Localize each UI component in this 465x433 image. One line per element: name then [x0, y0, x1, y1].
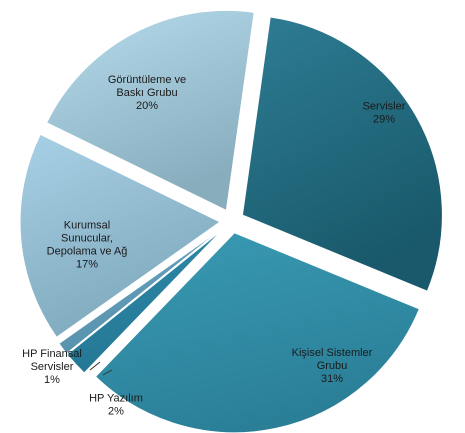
- slice-percent: 1%: [44, 374, 60, 386]
- slice-category-text: Servisler: [31, 361, 74, 373]
- slice-percent: 31%: [321, 373, 343, 385]
- slice-label-6: Görüntüleme ve Baskı Grubu 20%: [108, 74, 186, 112]
- slice-percent: 17%: [76, 259, 98, 271]
- slice-label-5: Kurumsal Sunucular, Depolama ve Ağ 17%: [47, 220, 128, 271]
- slice-label-1: Servisler 29%: [363, 101, 406, 126]
- slice-category-text: Kişisel Sistemler: [292, 347, 373, 359]
- leader-lines: [89, 361, 113, 376]
- pie-slice-3: [66, 228, 224, 374]
- slice-percent: 2%: [108, 406, 124, 418]
- pie-slice-1: [241, 16, 443, 292]
- slice-labels: Servisler 29%Kişisel Sistemler Grubu 31%HP …: [22, 74, 406, 418]
- pie-slices: [19, 9, 443, 433]
- leader-line-3: [102, 369, 113, 376]
- slice-category-text: Görüntüleme ve: [108, 74, 186, 86]
- slice-label-3: HP Yazılım 2%: [89, 393, 143, 418]
- slice-label-4: HP Finansal Servisler 1%: [22, 348, 82, 386]
- slice-category-text: Baskı Grubu: [116, 87, 177, 99]
- pie-slice-4: [58, 227, 223, 355]
- slice-category-text: HP Finansal: [22, 348, 82, 360]
- pie-slice-6: [45, 9, 255, 212]
- slice-percent: 20%: [136, 100, 158, 112]
- slice-category-text: Depolama ve Ağ: [47, 246, 128, 258]
- pie-slice-2: [94, 232, 421, 433]
- slice-category-text: Kurumsal: [64, 220, 110, 232]
- slice-percent: 29%: [373, 114, 395, 126]
- leader-line-4: [89, 361, 101, 371]
- slice-category-text: Servisler: [363, 101, 406, 113]
- slice-category-text: HP Yazılım: [89, 393, 143, 405]
- pie-slice-5: [19, 133, 222, 338]
- slice-category-text: Grubu: [317, 360, 348, 372]
- slice-label-2: Kişisel Sistemler Grubu 31%: [292, 347, 373, 385]
- slice-category-text: Sunucular,: [61, 233, 113, 245]
